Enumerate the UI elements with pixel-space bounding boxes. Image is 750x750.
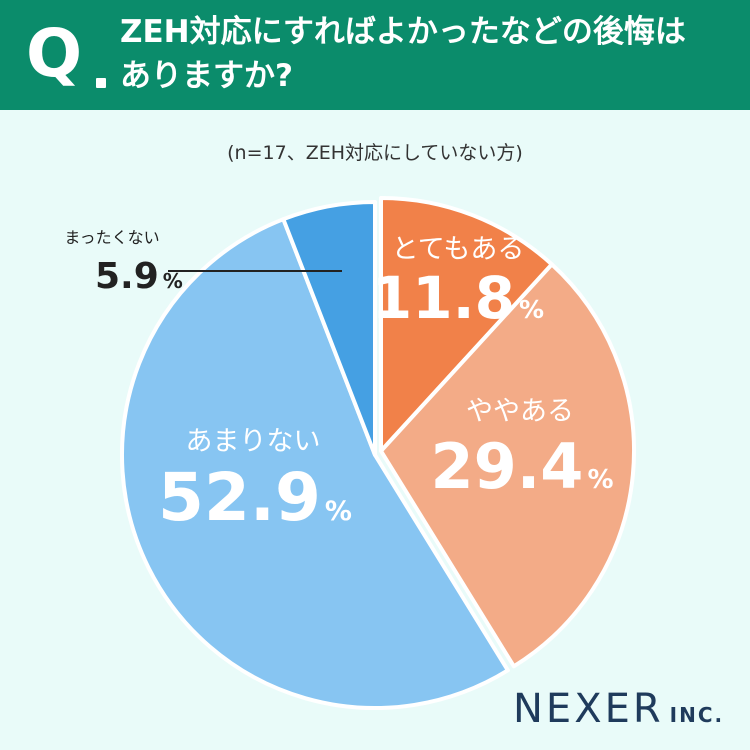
- q-label: Q: [26, 15, 83, 92]
- slice-value-yaya: 29.4%: [430, 430, 613, 503]
- pie-slice-mattaku: [281, 200, 377, 457]
- pie-slice-amari: [120, 217, 510, 710]
- slice-value-totemo: 11.8%: [372, 264, 544, 332]
- slice-label-totemo: とてもある: [392, 234, 525, 265]
- slice-value-mattaku: 5.9%: [95, 256, 183, 297]
- pie-slice-totemo: [379, 196, 554, 453]
- question-line-2: ありますか?: [120, 58, 293, 94]
- question-title: ZEH対応にすればよかったなどの後悔は ありますか?: [120, 10, 720, 98]
- nexer-logo: NEXER INC.: [513, 686, 724, 732]
- slice-label-yaya: ややある: [466, 396, 574, 427]
- slice-value-amari: 52.9%: [158, 459, 352, 536]
- logo-name: NEXER: [513, 686, 664, 732]
- logo-suffix: INC.: [669, 703, 725, 727]
- slice-label-amari: あまりない: [186, 426, 321, 457]
- header-bar: [0, 0, 750, 110]
- pie-slice-yaya: [379, 262, 636, 669]
- question-line-1: ZEH対応にすればよかったなどの後悔は: [120, 14, 686, 50]
- q-dot: [96, 78, 106, 88]
- slice-label-mattaku: まったくない: [64, 228, 159, 247]
- sample-note: (n=17、ZEH対応にしていない方): [227, 142, 523, 164]
